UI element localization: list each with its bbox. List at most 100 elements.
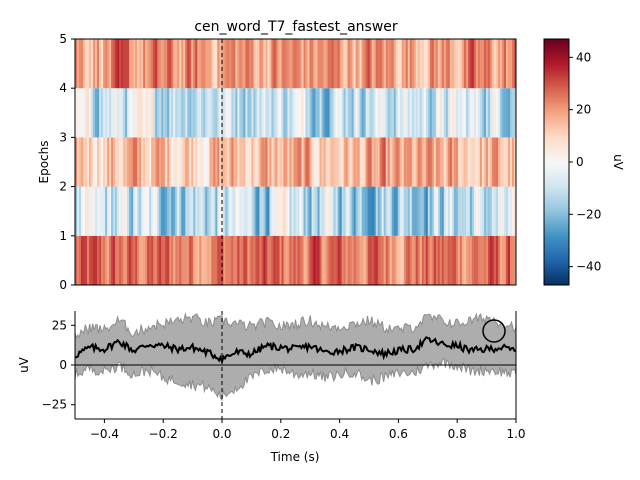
heatmap-cell xyxy=(303,235,306,285)
heatmap-cell xyxy=(247,186,250,236)
heatmap-cell xyxy=(307,235,310,285)
heatmap-cell xyxy=(511,88,515,138)
heatmap-cell xyxy=(383,39,387,89)
heatmap-cell xyxy=(95,39,98,89)
heatmap-cell xyxy=(475,186,479,236)
heatmap-cell xyxy=(429,88,433,138)
heatmap-cell xyxy=(143,235,146,285)
heatmap-cell xyxy=(147,235,150,285)
heatmap-cell xyxy=(217,137,220,187)
heatmap-cell xyxy=(201,88,204,138)
heatmap-cell xyxy=(411,39,415,89)
heatmap-cell xyxy=(365,88,369,138)
heatmap-cell xyxy=(373,88,377,138)
heatmap-cell xyxy=(407,235,411,285)
heatmap-cell xyxy=(299,186,302,236)
heatmap-cell xyxy=(365,235,369,285)
heatmap-cell xyxy=(415,235,419,285)
heatmap-cell xyxy=(509,235,513,285)
heatmap-cell xyxy=(257,235,260,285)
heatmap-cell xyxy=(319,235,322,285)
heatmap-cell xyxy=(417,88,421,138)
heatmap-cell xyxy=(89,39,92,89)
heatmap-cell xyxy=(379,186,383,236)
heatmap-cell xyxy=(191,88,194,138)
heatmap-cell xyxy=(207,88,210,138)
heatmap-cell xyxy=(433,137,437,187)
heatmap-cell xyxy=(227,235,230,285)
heatmap-cell xyxy=(273,186,276,236)
heatmap-cell xyxy=(321,39,324,89)
heatmap-cell xyxy=(305,39,308,89)
heatmap-cell xyxy=(499,235,503,285)
heatmap-cell xyxy=(447,88,451,138)
heatmap-cell xyxy=(473,235,477,285)
heatmap-cell xyxy=(387,39,391,89)
heatmap-cell xyxy=(367,186,371,236)
heatmap-cell xyxy=(179,186,182,236)
heatmap-cell xyxy=(505,235,509,285)
heatmap-cell xyxy=(437,235,441,285)
heatmap-cell xyxy=(165,88,168,138)
heatmap-cell xyxy=(509,39,513,89)
heatmap-cell xyxy=(85,235,88,285)
heatmap-cell xyxy=(223,186,226,236)
heatmap-cell xyxy=(215,186,218,236)
heatmap-cell xyxy=(117,235,120,285)
heatmap-cell xyxy=(465,235,469,285)
heatmap-cell xyxy=(293,39,296,89)
heatmap-cell xyxy=(163,186,166,236)
heatmap-cell xyxy=(239,137,242,187)
heatmap-cell xyxy=(137,88,140,138)
heatmap-cell xyxy=(261,137,264,187)
heatmap-cell xyxy=(113,235,116,285)
heatmap-cell xyxy=(135,88,138,138)
heatmap-cell xyxy=(445,137,449,187)
heatmap-cell xyxy=(373,39,377,89)
heatmap-cell xyxy=(187,88,190,138)
heatmap-cell xyxy=(375,137,379,187)
heatmap-cell xyxy=(133,137,136,187)
heatmap-cell xyxy=(185,137,188,187)
heatmap-cell xyxy=(167,235,170,285)
heatmap-cell xyxy=(395,39,399,89)
heatmap-cell xyxy=(329,88,332,138)
heatmap-cell xyxy=(105,88,108,138)
heatmap-cell xyxy=(91,235,94,285)
heatmap-cell xyxy=(469,137,473,187)
epochs-image-frame xyxy=(74,38,517,286)
heatmap-cell xyxy=(101,39,104,89)
heatmap-cell xyxy=(361,137,365,187)
trace-x-tick-label: 0.6 xyxy=(389,427,408,441)
heatmap-cell xyxy=(481,235,485,285)
heatmap-cell xyxy=(253,39,256,89)
heatmap-cell xyxy=(113,186,116,236)
heatmap-cell xyxy=(243,235,246,285)
heatmap-cell xyxy=(79,88,82,138)
heatmap-cell xyxy=(189,88,192,138)
heatmap-cell xyxy=(177,137,180,187)
heatmap-cell xyxy=(507,88,511,138)
heatmap-cell xyxy=(183,39,186,89)
heatmap-cell xyxy=(303,186,306,236)
heatmap-cell xyxy=(79,137,82,187)
heatmap-cell xyxy=(253,88,256,138)
heatmap-cell xyxy=(387,186,391,236)
heatmap-cell xyxy=(377,186,381,236)
heatmap-cell xyxy=(129,39,132,89)
heatmap-cell xyxy=(103,39,106,89)
heatmap-cell xyxy=(315,186,318,236)
heatmap-cell xyxy=(283,137,286,187)
heatmap-cell xyxy=(269,88,272,138)
heatmap-cell xyxy=(191,186,194,236)
heatmap-cell xyxy=(333,137,336,187)
heatmap-cell xyxy=(243,39,246,89)
heatmap-cell xyxy=(339,235,342,285)
heatmap-cell xyxy=(307,88,310,138)
trace-x-ticks: −0.4 −0.2 0.0 0.2 0.4 0.6 0.8 1.0 xyxy=(90,419,526,441)
heatmap-cell xyxy=(413,235,417,285)
heatmap-cell xyxy=(161,88,164,138)
heatmap-cell xyxy=(187,186,190,236)
heatmap-cell xyxy=(407,88,411,138)
heatmap-cell xyxy=(449,88,453,138)
